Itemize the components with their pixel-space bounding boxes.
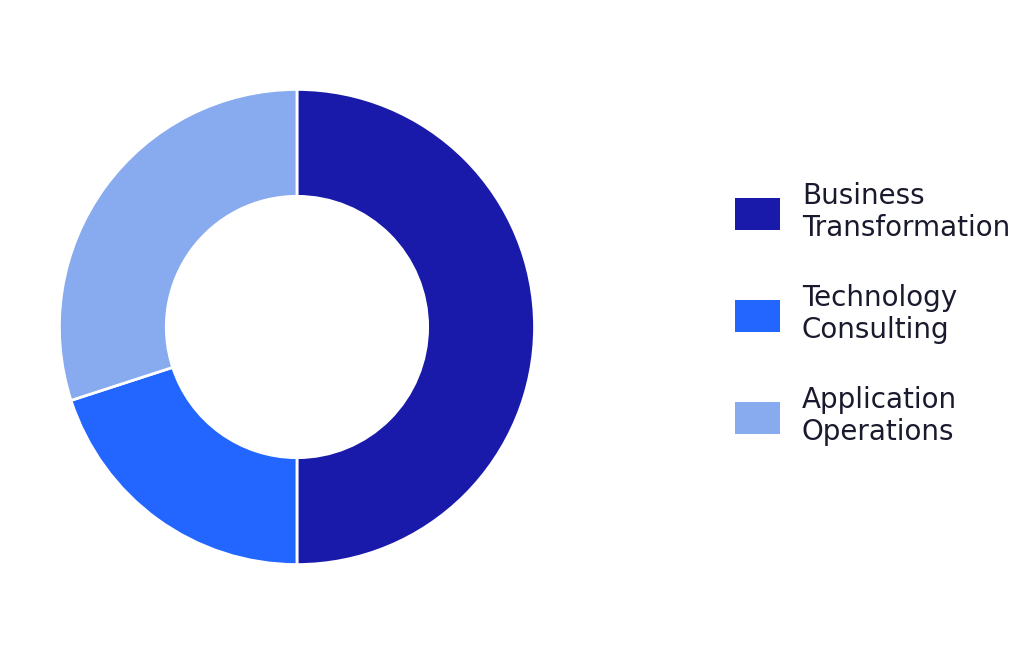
Wedge shape	[59, 90, 297, 400]
Wedge shape	[297, 90, 535, 564]
Legend: Business
Transformation, Technology
Consulting, Application
Operations: Business Transformation, Technology Cons…	[735, 182, 1010, 446]
Wedge shape	[71, 368, 297, 564]
Circle shape	[166, 196, 428, 458]
